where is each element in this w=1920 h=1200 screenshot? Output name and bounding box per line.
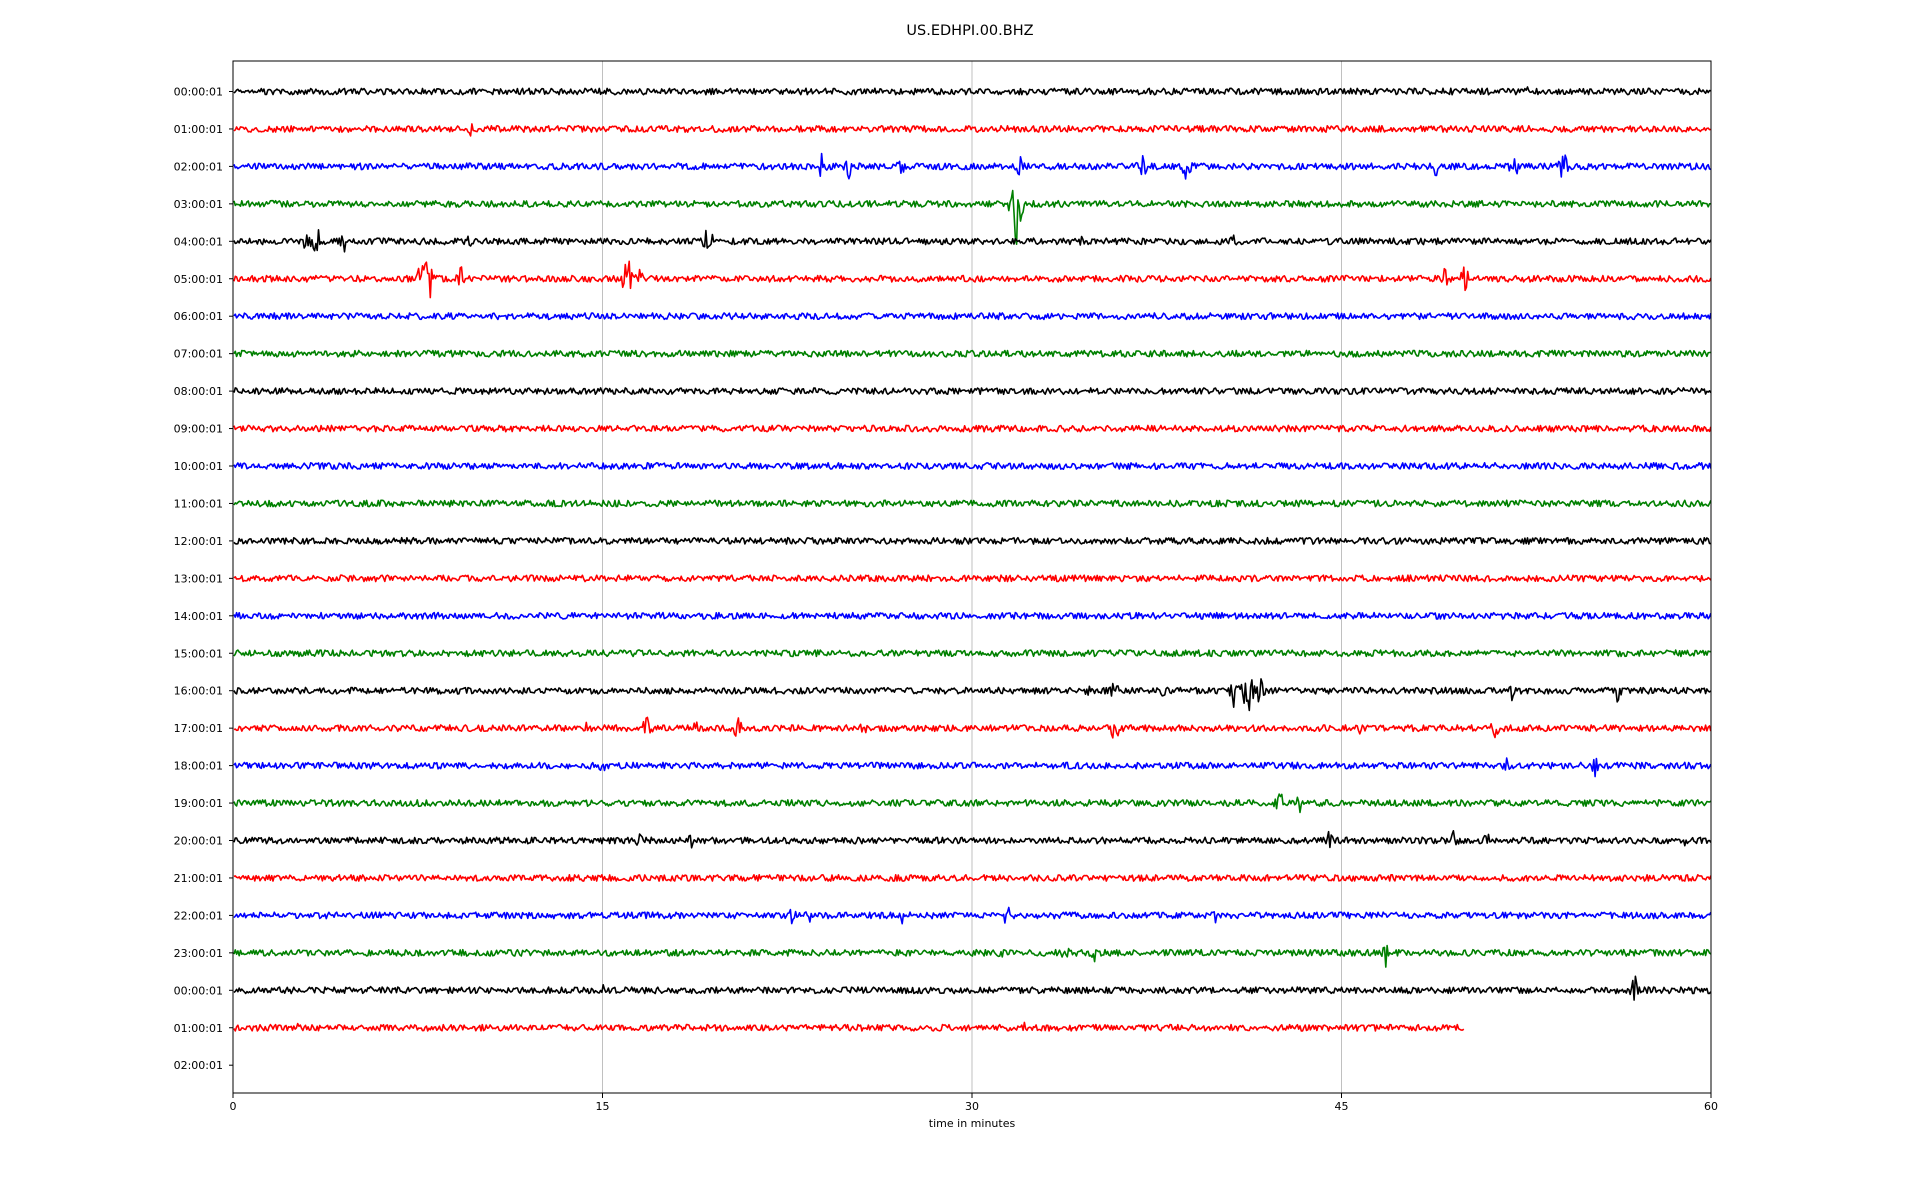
y-tick-label: 11:00:01 xyxy=(174,497,223,510)
y-tick-label: 09:00:01 xyxy=(174,423,223,436)
trace-05:00:01 xyxy=(233,260,1712,299)
trace-07:00:01 xyxy=(233,349,1711,358)
y-tick-label: 06:00:01 xyxy=(174,310,223,323)
x-tick-label: 15 xyxy=(596,1100,610,1113)
y-tick-label: 18:00:01 xyxy=(174,760,223,773)
trace-16:00:01 xyxy=(233,678,1712,712)
y-tick-label: 15:00:01 xyxy=(174,647,223,660)
y-tick-label: 10:00:01 xyxy=(174,460,223,473)
trace-23:00:01 xyxy=(233,944,1712,968)
trace-21:00:01 xyxy=(233,873,1712,882)
trace-18:00:01 xyxy=(233,757,1712,778)
trace-02:00:01 xyxy=(233,152,1712,180)
x-tick-label: 30 xyxy=(965,1100,979,1113)
trace-08:00:01 xyxy=(233,387,1712,396)
trace-14:00:01 xyxy=(233,611,1712,620)
trace-19:00:01 xyxy=(233,793,1712,814)
row-time-labels: 00:00:01 01:00:01 02:00:01 03:00:01 04:00:01… xyxy=(174,86,233,1072)
trace-01:00:01 xyxy=(233,1021,1465,1032)
trace-13:00:01 xyxy=(233,574,1712,583)
trace-12:00:01 xyxy=(233,536,1711,545)
trace-17:00:01 xyxy=(233,716,1712,739)
y-tick-label: 17:00:01 xyxy=(174,722,223,735)
trace-22:00:01 xyxy=(233,906,1712,925)
y-tick-label: 02:00:01 xyxy=(174,1059,223,1072)
trace-11:00:01 xyxy=(233,499,1712,508)
x-axis-ticks: 0 15 30 45 60 xyxy=(230,1093,1718,1113)
y-tick-label: 05:00:01 xyxy=(174,273,223,286)
y-tick-label: 08:00:01 xyxy=(174,385,223,398)
y-tick-label: 03:00:01 xyxy=(174,198,223,211)
y-tick-label: 21:00:01 xyxy=(174,872,223,885)
trace-06:00:01 xyxy=(233,312,1712,321)
y-tick-label: 02:00:01 xyxy=(174,160,223,173)
y-tick-label: 14:00:01 xyxy=(174,610,223,623)
chart-title: US.EDHPI.00.BHZ xyxy=(906,23,1033,39)
y-tick-label: 01:00:01 xyxy=(174,1022,223,1035)
y-tick-label: 16:00:01 xyxy=(174,685,223,698)
y-tick-label: 19:00:01 xyxy=(174,797,223,810)
trace-03:00:01 xyxy=(233,189,1711,245)
y-tick-label: 22:00:01 xyxy=(174,909,223,922)
x-axis-label: time in minutes xyxy=(929,1117,1016,1130)
y-tick-label: 00:00:01 xyxy=(174,86,223,99)
y-tick-label: 01:00:01 xyxy=(174,123,223,136)
y-tick-label: 07:00:01 xyxy=(174,348,223,361)
x-tick-label: 45 xyxy=(1335,1100,1349,1113)
trace-09:00:01 xyxy=(233,424,1712,433)
vertical-gridlines xyxy=(602,61,1342,1093)
trace-15:00:01 xyxy=(233,649,1711,658)
trace-00:00:01 xyxy=(233,86,1711,96)
y-tick-label: 20:00:01 xyxy=(174,835,223,848)
x-tick-label: 60 xyxy=(1704,1100,1718,1113)
y-tick-label: 00:00:01 xyxy=(174,984,223,997)
y-tick-label: 13:00:01 xyxy=(174,572,223,585)
x-tick-label: 0 xyxy=(230,1100,237,1113)
trace-20:00:01 xyxy=(233,829,1712,849)
trace-04:00:01 xyxy=(233,229,1712,253)
trace-00:00:01 xyxy=(233,975,1712,1001)
y-tick-label: 04:00:01 xyxy=(174,235,223,248)
trace-layer xyxy=(233,86,1712,1032)
y-tick-label: 23:00:01 xyxy=(174,947,223,960)
trace-10:00:01 xyxy=(233,461,1712,471)
y-tick-label: 12:00:01 xyxy=(174,535,223,548)
trace-01:00:01 xyxy=(233,123,1711,137)
